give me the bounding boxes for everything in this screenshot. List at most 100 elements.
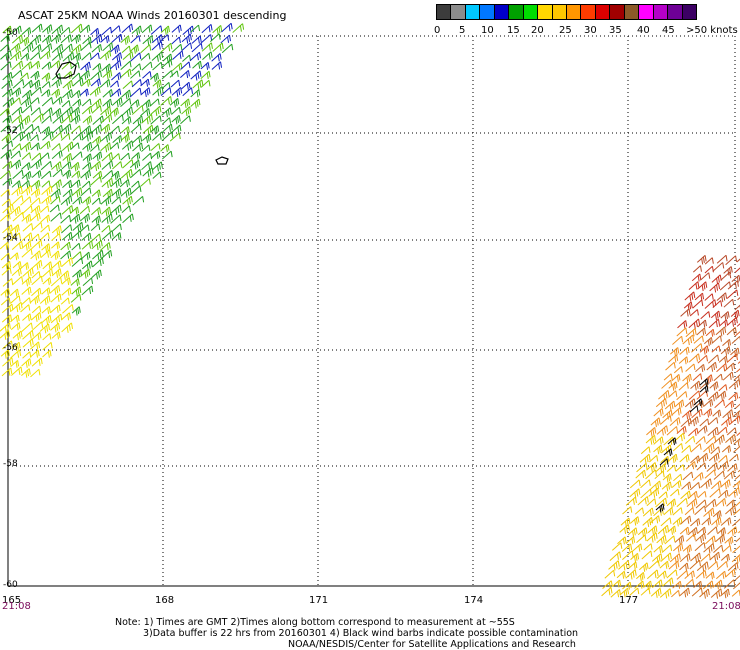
wind-barb — [708, 391, 719, 402]
wind-barb — [717, 527, 726, 537]
wind-barb — [50, 212, 62, 222]
wind-barb — [89, 86, 101, 97]
wind-barb — [724, 362, 736, 372]
wind-barb — [671, 374, 681, 382]
wind-barb — [11, 366, 23, 376]
wind-barb — [716, 292, 728, 303]
wind-barb — [31, 331, 42, 341]
wind-barb — [731, 335, 740, 344]
island-outline — [55, 61, 77, 79]
wind-barb — [152, 79, 162, 89]
wind-barb — [689, 559, 701, 570]
wind-barb — [1, 79, 13, 90]
wind-barb — [693, 398, 703, 407]
wind-barb — [20, 304, 31, 313]
wind-barb — [162, 117, 172, 125]
wind-barb — [39, 295, 51, 306]
wind-barb — [715, 326, 727, 337]
wind-barb — [40, 232, 50, 240]
wind-barb — [704, 293, 714, 301]
wind-barb — [730, 309, 740, 320]
wind-barb — [646, 498, 657, 507]
wind-barb — [724, 536, 734, 546]
wind-barb — [733, 445, 740, 453]
wind-barb — [190, 89, 201, 98]
wind-barb — [31, 287, 42, 297]
wind-barb — [680, 515, 692, 525]
wind-barb — [91, 239, 103, 251]
wind-barb — [189, 51, 201, 62]
wind-barb — [131, 25, 142, 36]
wind-barb — [671, 590, 681, 598]
wind-barb — [92, 135, 102, 146]
wind-barb — [672, 443, 684, 452]
wind-barb — [92, 249, 104, 261]
wind-barb — [681, 481, 692, 490]
wind-barb — [651, 553, 663, 564]
wind-barb — [82, 141, 93, 152]
wind-barb — [683, 578, 695, 588]
wind-barb — [90, 124, 102, 135]
wind-barb — [140, 52, 151, 61]
wind-barb — [31, 44, 42, 53]
wind-barb — [31, 275, 43, 286]
wind-barb — [659, 415, 672, 425]
wind-barb — [130, 70, 141, 79]
wind-barb — [725, 568, 736, 578]
wind-barb — [2, 115, 12, 125]
wind-barb — [707, 526, 718, 536]
wind-barb — [181, 42, 193, 52]
wind-barb — [142, 35, 154, 46]
wind-barb — [132, 142, 144, 152]
wind-barb — [150, 25, 163, 35]
wind-barb — [735, 537, 740, 543]
wind-barb — [109, 125, 121, 134]
wind-barb — [101, 249, 113, 259]
wind-speed-color-legend: 0 5 10 15 20 25 30 35 40 45 >50 knots — [434, 4, 738, 36]
wind-barb — [60, 123, 72, 134]
wind-barb — [102, 42, 114, 52]
wind-barb — [30, 134, 39, 142]
wind-barb — [82, 277, 94, 287]
wind-barb — [41, 170, 52, 180]
wind-barb — [20, 141, 32, 152]
wind-barb — [729, 453, 739, 462]
wind-barb — [12, 143, 22, 151]
wind-barb — [712, 262, 725, 272]
wind-barb — [668, 560, 680, 570]
wind-barb — [42, 341, 53, 351]
wind-barb — [122, 195, 133, 206]
wind-barb — [629, 479, 641, 489]
wind-barb — [40, 160, 53, 171]
wind-barb — [51, 77, 62, 88]
wind-barb — [0, 349, 10, 359]
legend-tick-label: 30 — [584, 25, 597, 36]
wind-barb — [102, 69, 113, 80]
wind-barb — [160, 25, 170, 35]
wind-barb — [640, 587, 651, 596]
wind-barb — [120, 68, 132, 78]
wind-barb — [718, 489, 729, 499]
wind-barb — [81, 105, 93, 115]
wind-barb — [668, 381, 678, 391]
wind-barb — [119, 179, 130, 188]
lat-label-52: -52 — [3, 126, 18, 136]
wind-barb — [691, 408, 703, 419]
wind-barb — [60, 297, 70, 305]
wind-barb — [31, 86, 42, 96]
wind-barb — [720, 346, 731, 356]
wind-barb — [30, 295, 40, 305]
wind-barb — [711, 345, 721, 353]
wind-barb — [9, 205, 21, 216]
wind-barb — [11, 60, 24, 71]
wind-barb — [50, 60, 61, 69]
wind-barb — [679, 454, 690, 463]
wind-barb — [21, 232, 33, 241]
wind-barb — [11, 240, 24, 251]
wind-barb — [61, 161, 72, 170]
wind-barb — [10, 159, 22, 170]
wind-barb — [111, 196, 122, 205]
wind-barb — [666, 569, 678, 579]
wind-barb — [664, 535, 676, 545]
wind-barb — [51, 143, 61, 151]
